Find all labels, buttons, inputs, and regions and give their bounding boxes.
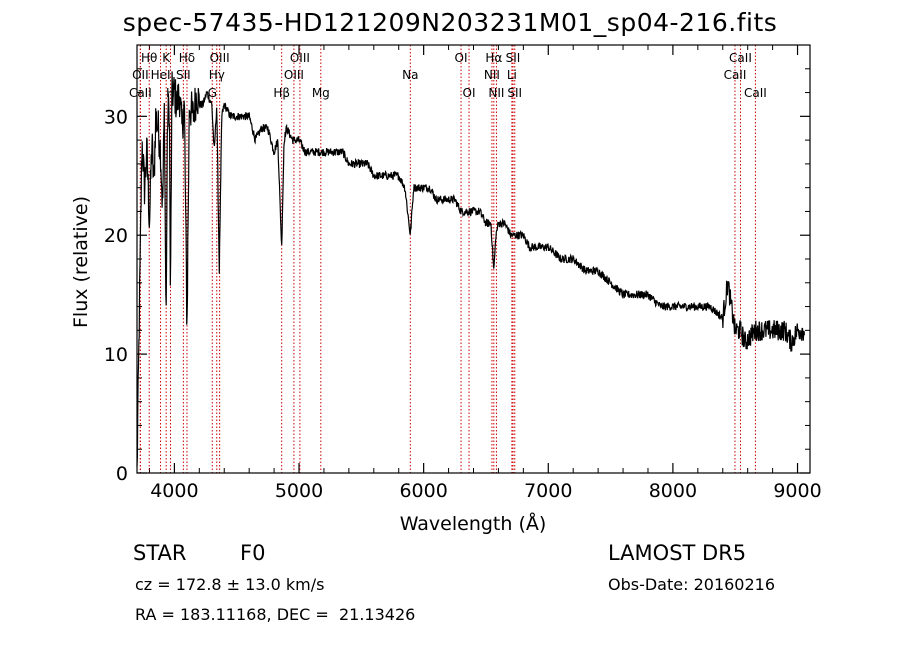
line-marker-label: OI (455, 51, 468, 65)
line-marker-label: Hθ (141, 51, 157, 65)
line-marker-label: SII (176, 68, 191, 82)
line-marker-label: H (166, 86, 175, 100)
line-markers (139, 45, 756, 473)
x-tick-label: 8000 (649, 480, 697, 502)
line-marker-label: HeI (151, 68, 171, 82)
axis-tick-labels: 4000 5000 6000 7000 8000 9000 0 10 20 30 (104, 106, 822, 502)
line-marker-label: SII (507, 86, 522, 100)
line-marker-label: CaII (729, 51, 752, 65)
coordinates-text: RA = 183.11168, DEC = 21.13426 (135, 605, 416, 624)
chart-title: spec-57435-HD121209N203231M01_sp04-216.f… (122, 8, 778, 37)
object-subclass: F0 (240, 541, 266, 565)
x-axis-label: Wavelength (Å) (400, 512, 547, 535)
object-class: STAR (133, 541, 187, 565)
line-marker-label: OII (132, 68, 149, 82)
plot-frame (136, 44, 811, 474)
spectrum-line (136, 71, 805, 467)
line-marker-label: Hγ (209, 68, 225, 82)
y-tick-label: 30 (104, 106, 128, 128)
line-marker-label: OIII (210, 51, 230, 65)
line-marker-label: Hβ (273, 86, 290, 100)
x-tick-label: 9000 (773, 480, 821, 502)
x-tick-label: 4000 (150, 480, 198, 502)
line-marker-label: Hα (485, 51, 502, 65)
x-tick-label: 6000 (399, 480, 447, 502)
x-tick-label: 7000 (524, 480, 572, 502)
y-tick-label: 10 (104, 344, 128, 366)
line-marker-label: G (208, 86, 217, 100)
line-marker-label: OI (463, 86, 476, 100)
line-marker-label: SII (506, 51, 521, 65)
line-marker-label: NII (488, 86, 504, 100)
line-marker-labels: Hθ OII CaII K H HeI Hδ SII OIII Hγ G OIII OIII Hβ Mg Na… (129, 51, 767, 100)
line-marker-label: Li (507, 68, 517, 82)
line-marker-label: CaII (129, 86, 152, 100)
line-marker-label: Hδ (179, 51, 195, 65)
redshift-text: cz = 172.8 ± 13.0 km/s (135, 575, 325, 594)
survey-name: LAMOST DR5 (608, 541, 747, 565)
line-marker-label: CaII (744, 86, 767, 100)
line-marker-label: Na (402, 68, 418, 82)
line-marker-label: OIII (290, 51, 310, 65)
axis-ticks (137, 45, 810, 474)
line-marker-label: CaII (724, 68, 747, 82)
line-marker-label: NII (484, 68, 500, 82)
y-axis-label: Flux (relative) (70, 196, 92, 328)
y-tick-label: 0 (116, 463, 128, 485)
obs-date-text: Obs-Date: 20160216 (608, 575, 776, 594)
line-marker-label: K (162, 51, 171, 65)
line-marker-label: OIII (284, 68, 304, 82)
y-tick-label: 20 (104, 225, 128, 247)
x-tick-label: 5000 (275, 480, 323, 502)
line-marker-label: Mg (312, 86, 330, 100)
